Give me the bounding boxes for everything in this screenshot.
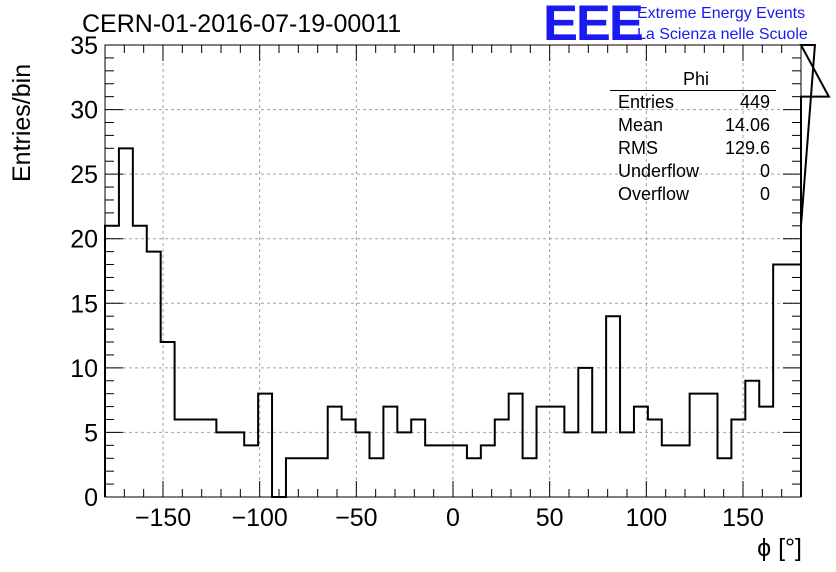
stats-label: RMS <box>618 138 658 158</box>
stats-row-overflow: Overflow 0 <box>610 183 776 206</box>
x-tick-label: 100 <box>625 504 667 532</box>
histogram-bin <box>425 445 439 497</box>
histogram-bin <box>286 458 300 497</box>
logo-caption: Extreme Energy Events La Scienza nelle S… <box>637 3 808 45</box>
histogram-bin <box>356 432 370 497</box>
x-tick-label: −150 <box>135 504 191 532</box>
stats-value: 0 <box>759 161 770 181</box>
histogram-bin <box>216 432 230 497</box>
stats-label: Mean <box>618 115 664 135</box>
histogram-bin <box>495 420 509 497</box>
y-tick-label: 20 <box>70 226 98 254</box>
x-tick-label: −100 <box>232 504 288 532</box>
histogram-bin <box>314 458 328 497</box>
histogram-bin <box>662 445 676 497</box>
histogram-bin <box>773 265 787 497</box>
y-tick-label: 10 <box>70 355 98 383</box>
y-tick-label: 25 <box>70 161 98 189</box>
histogram-bin <box>133 226 147 497</box>
histogram-bin <box>202 420 216 497</box>
histogram-bin <box>244 445 258 497</box>
histogram-bin <box>328 407 342 497</box>
histogram-bin <box>453 445 467 497</box>
histogram-bin <box>119 148 133 497</box>
histogram-bin <box>189 420 203 497</box>
histogram-bin <box>258 394 272 497</box>
y-axis-label: Entries/bin <box>8 63 36 182</box>
y-tick-label: 0 <box>84 484 98 512</box>
histogram-bin <box>230 432 244 497</box>
histogram-bin <box>509 394 523 497</box>
histogram-bin <box>300 458 314 497</box>
eee-logo: EEE <box>543 0 644 51</box>
histogram-bin <box>648 420 662 497</box>
histogram-bin <box>745 381 759 497</box>
histogram-bin <box>411 420 425 497</box>
histogram-bin <box>717 458 731 497</box>
histogram-outline <box>104 44 831 498</box>
histogram-bin <box>690 394 704 497</box>
histogram-bin <box>439 445 453 497</box>
stats-label: Underflow <box>618 161 700 181</box>
histogram-bin <box>634 407 648 497</box>
logo-line-1: Extreme Energy Events <box>637 5 806 22</box>
histogram-bin <box>481 445 495 497</box>
histogram-bin <box>342 420 356 497</box>
x-tick-label: −50 <box>335 504 377 532</box>
chart-title: CERN-01-2016-07-19-00011 <box>82 10 402 38</box>
stats-row-rms: RMS 129.6 <box>610 137 776 160</box>
histogram-bin <box>523 458 537 497</box>
stats-title: Phi <box>610 68 776 91</box>
histogram-bin <box>676 445 690 497</box>
stats-box: Phi Entries 449 Mean 14.06 RMS 129.6 Underf… <box>610 68 776 206</box>
histogram-bin <box>592 432 606 497</box>
histogram-bin <box>550 407 564 497</box>
stats-label: Entries <box>618 92 675 112</box>
y-tick-label: 15 <box>70 290 98 318</box>
y-tick-label: 5 <box>84 419 98 447</box>
histogram-bin <box>606 316 620 497</box>
histogram-bin <box>397 432 411 497</box>
x-tick-label: 50 <box>536 504 564 532</box>
stats-label: Overflow <box>618 184 690 204</box>
histogram-bin <box>537 407 551 497</box>
stats-value: 129.6 <box>724 138 770 158</box>
y-tick-label: 35 <box>70 32 98 60</box>
x-axis-label: ϕ [°] <box>757 534 802 562</box>
histogram-bin <box>175 420 189 497</box>
histogram-bin <box>564 432 578 497</box>
histogram-bin <box>704 394 718 497</box>
histogram-bin <box>105 226 119 497</box>
stats-row-underflow: Underflow 0 <box>610 160 776 183</box>
logo-line-2: La Scienza nelle Scuole <box>637 26 808 43</box>
x-tick-label: 150 <box>722 504 764 532</box>
histogram-bin <box>383 407 397 497</box>
stats-value: 449 <box>739 92 770 112</box>
x-tick-label: 0 <box>446 504 460 532</box>
stats-value: 0 <box>759 184 770 204</box>
stats-value: 14.06 <box>724 115 770 135</box>
stats-row-entries: Entries 449 <box>610 91 776 114</box>
histogram-bin <box>759 407 773 497</box>
stats-row-mean: Mean 14.06 <box>610 114 776 137</box>
y-tick-label: 30 <box>70 97 98 125</box>
histogram-bin <box>620 432 634 497</box>
histogram-bin <box>369 458 383 497</box>
histogram-bin <box>147 252 161 497</box>
histogram-bin <box>467 458 481 497</box>
